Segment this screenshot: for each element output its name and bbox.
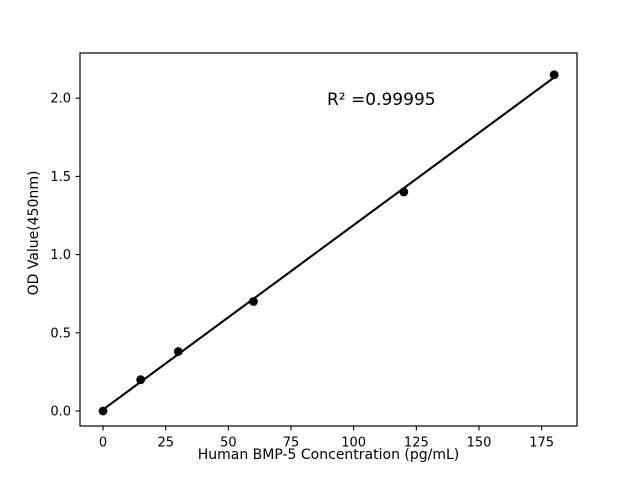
x-tick-label: 150	[467, 436, 492, 451]
data-points	[98, 70, 559, 416]
x-tick-label: 25	[157, 436, 174, 451]
x-axis-label: Human BMP-5 Concentration (pg/mL)	[198, 447, 460, 463]
y-tick-label: 0.5	[50, 326, 71, 341]
plot-area-frame	[79, 52, 578, 427]
x-tick-label: 50	[220, 436, 237, 451]
x-axis-ticks	[102, 426, 543, 431]
y-axis-label: OD Value(450nm)	[26, 171, 42, 296]
data-point	[173, 347, 183, 356]
y-axis-ticks	[75, 97, 80, 412]
data-point	[399, 187, 409, 197]
r-squared-annotation: R² =0.99995	[327, 90, 436, 110]
x-tick-label: 75	[283, 436, 300, 451]
x-tick-label: 125	[404, 436, 429, 451]
y-axis-tick-labels: 0.0 0.5 1.0 1.5 2.0	[50, 92, 71, 420]
data-point	[549, 70, 559, 80]
x-tick-label: 0	[99, 436, 107, 451]
data-point	[98, 406, 108, 416]
y-tick-label: 1.0	[50, 248, 71, 263]
x-tick-label: 175	[529, 436, 554, 451]
data-point	[249, 297, 258, 306]
y-tick-label: 2.0	[50, 92, 71, 107]
x-tick-label: 100	[341, 436, 366, 451]
y-tick-label: 1.5	[50, 170, 71, 185]
data-point	[136, 375, 146, 385]
y-tick-label: 0.0	[50, 404, 71, 419]
x-axis-tick-labels: 0 25 50 75 100 125 150 175	[99, 436, 554, 451]
